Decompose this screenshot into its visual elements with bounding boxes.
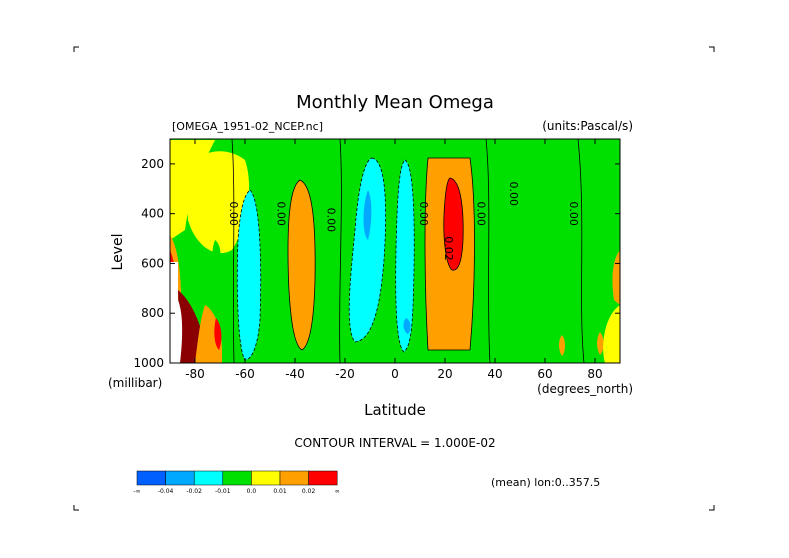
contour-label-7: 0.00: [567, 201, 580, 226]
y-tick-label-0: 200: [141, 157, 164, 171]
contour-label-2: 0.00: [325, 208, 338, 233]
y-axis-title: Level: [110, 234, 126, 271]
color-legend: -∞ -0.04 -0.02 -0.01 0.0 0.01 0.02 ∞: [133, 470, 340, 495]
blob-red-nh: [443, 178, 464, 271]
legend-label-0: -∞: [133, 488, 140, 495]
legend-label-6: 0.02: [302, 488, 316, 495]
blob-orange-sh-low: [195, 305, 222, 363]
legend-swatch-4: [251, 470, 281, 486]
x-tick-label-5: 20: [437, 367, 452, 381]
legend-label-7: ∞: [335, 488, 340, 495]
x-tick-label-6: 40: [487, 367, 502, 381]
legend-swatch-1: [165, 470, 195, 486]
chart-title: Monthly Mean Omega: [296, 92, 494, 113]
contour-label-4: 0.02: [442, 236, 455, 261]
x-tick-label-8: 80: [587, 367, 602, 381]
blob-cyan-tropic-s: [349, 158, 386, 342]
blob-orange-nh-pole-2: [597, 332, 604, 355]
x-tick-label-1: -60: [235, 367, 255, 381]
units-label: (units:Pascal/s): [542, 119, 633, 133]
legend-label-1: -0.04: [158, 488, 174, 495]
contour-label-0: 0.00: [227, 201, 240, 226]
x-axis: -80 -60 -40 -20 0 20 40 60 80: [185, 139, 603, 381]
legend-swatch-2: [193, 470, 224, 486]
blob-blue-tropic-s: [363, 190, 372, 240]
blob-blue-equator: [403, 318, 411, 334]
x-tick-label-2: -40: [285, 367, 305, 381]
legend-swatch-5: [279, 470, 309, 486]
blob-cyan-equator: [395, 160, 415, 352]
contour-label-6: 0.00: [507, 182, 520, 207]
white-missing-data: [170, 262, 183, 363]
x-units-label: (degrees_north): [537, 382, 633, 396]
x-tick-label-3: -20: [335, 367, 355, 381]
y-tick-label-3: 800: [141, 306, 164, 320]
legend-label-5: 0.01: [273, 488, 287, 495]
y-axis: 200 400 600 800 1000: [133, 157, 620, 370]
legend-label-4: 0.0: [247, 488, 257, 495]
blob-orange-nh-pole-1: [559, 335, 565, 356]
blob-green-nh-mid: [509, 180, 532, 345]
x-tick-label-4: 0: [391, 367, 399, 381]
blob-yellow-right-edge: [603, 305, 620, 363]
blob-cyan-sh: [237, 190, 261, 360]
contour-interval-label: CONTOUR INTERVAL = 1.000E-02: [294, 436, 495, 450]
legend-swatch-3: [222, 470, 252, 486]
contour-label-1: 0.00: [275, 201, 288, 226]
contour-label-5: 0.00: [475, 201, 488, 226]
blob-green-sh-low: [212, 240, 221, 270]
legend-label-2: -0.02: [186, 488, 202, 495]
y-tick-label-2: 600: [141, 256, 164, 270]
blob-red-sh-low: [214, 318, 222, 350]
blob-yellow-left-edge: [170, 140, 215, 240]
blob-green-nh-high: [551, 170, 577, 302]
x-axis-title: Latitude: [364, 401, 426, 419]
crop-marks: [73, 46, 715, 511]
x-tick-label-0: -80: [185, 367, 205, 381]
y-units-label: (millibar): [108, 376, 162, 390]
average-note: (mean) lon:0..357.5: [491, 476, 600, 489]
blob-orange-sh-mid: [288, 180, 316, 350]
contour-field: 0.00 0.00 0.00 0.00 0.02 0.00 0.00 0.00: [170, 139, 620, 363]
y-tick-label-1: 400: [141, 207, 164, 221]
legend-swatch-0: [136, 470, 166, 486]
legend-swatch-6: [308, 470, 338, 486]
legend-label-3: -0.01: [215, 488, 231, 495]
dataset-label: [OMEGA_1951-02_NCEP.nc]: [172, 120, 323, 133]
x-tick-label-7: 60: [537, 367, 552, 381]
y-tick-label-4: 1000: [133, 356, 164, 370]
contour-label-3: 0.00: [417, 201, 430, 226]
